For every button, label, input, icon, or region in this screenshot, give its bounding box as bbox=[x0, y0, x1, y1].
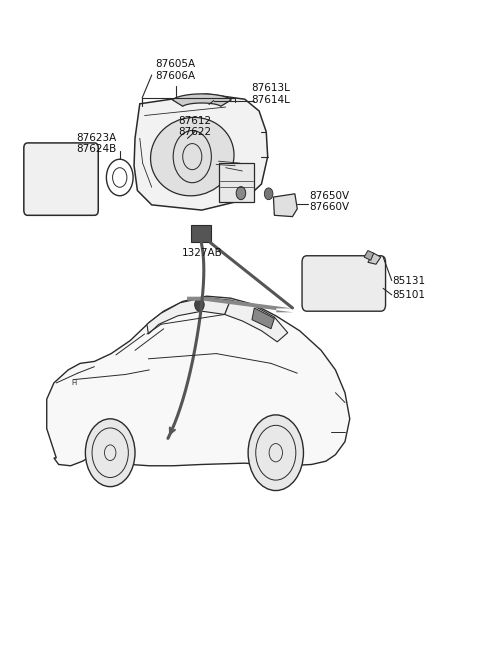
Text: 87605A
87606A: 87605A 87606A bbox=[156, 59, 196, 81]
FancyBboxPatch shape bbox=[24, 143, 98, 215]
Circle shape bbox=[195, 298, 204, 311]
Polygon shape bbox=[364, 251, 373, 260]
Circle shape bbox=[236, 187, 246, 200]
FancyBboxPatch shape bbox=[192, 225, 211, 242]
Text: 85101: 85101 bbox=[393, 290, 426, 300]
Text: H: H bbox=[72, 380, 76, 386]
Polygon shape bbox=[368, 253, 381, 264]
Polygon shape bbox=[134, 94, 268, 210]
Text: 1327AB: 1327AB bbox=[181, 248, 222, 258]
FancyBboxPatch shape bbox=[302, 255, 385, 311]
Polygon shape bbox=[172, 94, 231, 106]
Circle shape bbox=[85, 419, 135, 487]
Polygon shape bbox=[147, 297, 230, 334]
Text: 85131: 85131 bbox=[393, 276, 426, 286]
Polygon shape bbox=[225, 300, 288, 342]
Ellipse shape bbox=[151, 117, 234, 196]
Polygon shape bbox=[47, 296, 350, 466]
Circle shape bbox=[264, 188, 273, 200]
Text: 87650V
87660V: 87650V 87660V bbox=[309, 191, 349, 212]
Text: 87613L
87614L: 87613L 87614L bbox=[252, 83, 290, 105]
Text: 87623A
87624B: 87623A 87624B bbox=[77, 133, 117, 155]
FancyBboxPatch shape bbox=[219, 163, 254, 202]
Circle shape bbox=[248, 415, 303, 491]
Text: 87612
87622: 87612 87622 bbox=[178, 116, 211, 138]
Polygon shape bbox=[274, 194, 297, 217]
Polygon shape bbox=[252, 308, 275, 329]
